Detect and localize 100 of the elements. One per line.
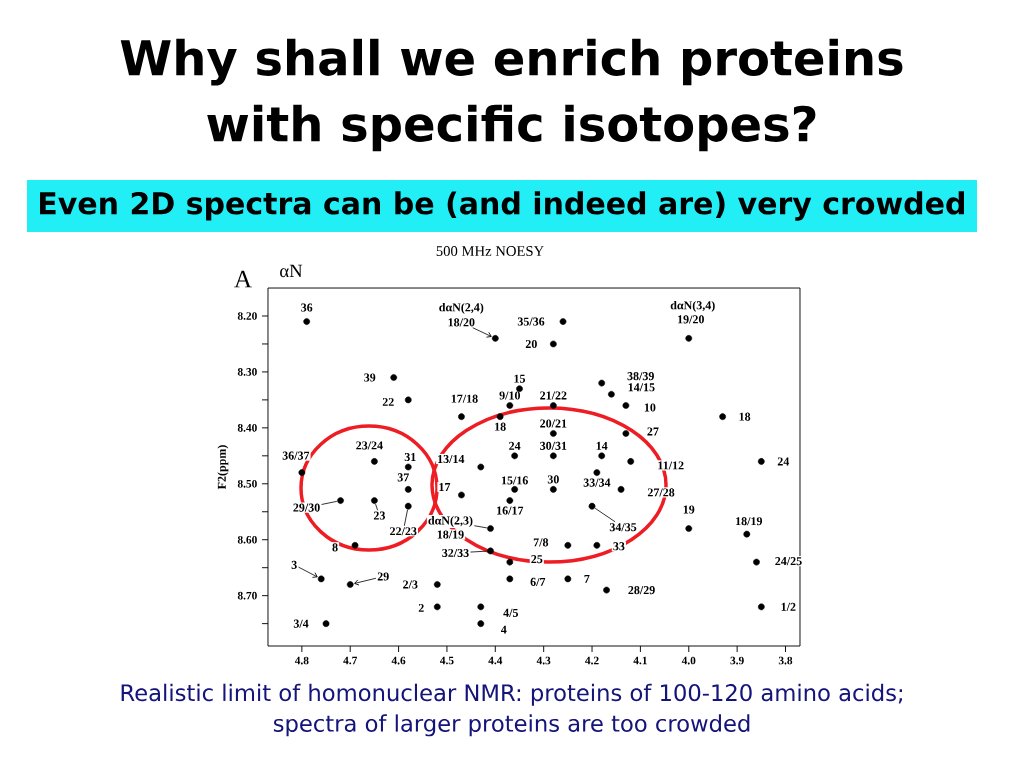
annotation: 7/8 — [533, 538, 549, 547]
annotation: 31 — [404, 452, 416, 462]
x-tick-label: 4.8 — [294, 656, 309, 665]
annotation: 16/17 — [497, 506, 524, 515]
annotation: 6/7 — [530, 577, 546, 586]
annotation: 14 — [596, 441, 608, 450]
point — [608, 390, 615, 398]
x-tick-label: 3.8 — [778, 656, 793, 665]
annotation: 9/10 — [499, 391, 521, 400]
point — [511, 452, 518, 460]
point — [719, 413, 726, 421]
point — [371, 458, 378, 465]
point — [506, 575, 514, 583]
point — [550, 340, 557, 348]
point — [477, 620, 485, 627]
point — [603, 586, 610, 594]
x-tick-label: 4.0 — [681, 656, 696, 665]
point — [685, 335, 693, 342]
point — [550, 452, 557, 460]
point — [593, 541, 601, 549]
point — [458, 413, 465, 421]
annotation: 24/25 — [775, 557, 802, 566]
annotation: 24 — [777, 457, 790, 466]
point — [511, 486, 518, 493]
annotation: 11/12 — [658, 461, 684, 470]
annotation: 10 — [644, 403, 656, 412]
point — [593, 469, 601, 476]
x-tick-label: 4.5 — [440, 656, 454, 665]
annotation: 33 — [613, 542, 625, 551]
annotation: 15 — [514, 374, 526, 383]
annotation: 17 — [439, 483, 451, 491]
annotation: 35/36 — [517, 317, 545, 326]
point — [564, 541, 572, 549]
x-tick-label: 3.9 — [730, 656, 744, 665]
point — [404, 486, 412, 493]
y-tick-label: 8.60 — [237, 535, 257, 544]
annotation: 4/5 — [503, 608, 519, 617]
x-tick-label: 4.2 — [585, 656, 599, 665]
point — [404, 502, 412, 510]
annotation: 18/20 — [448, 318, 475, 327]
point — [550, 486, 557, 493]
x-tick-label: 4.7 — [343, 656, 358, 665]
point — [598, 452, 606, 460]
annotation: 13/14 — [438, 454, 465, 464]
annotation: 29/30 — [293, 503, 320, 512]
annotation: 4 — [500, 625, 507, 634]
point — [622, 402, 630, 409]
text: αN — [280, 264, 303, 278]
point — [564, 575, 572, 583]
annotation: 20/21 — [540, 419, 567, 428]
text: Realistic limit of homonuclear NMR: proteins of 100-120 amino acids; spectra of larger proteins are too crowded — [121, 683, 902, 737]
x-tick-label: 4.1 — [633, 656, 647, 665]
annotation: 34/35 — [609, 523, 637, 532]
x-tick-label: 4.4 — [488, 656, 503, 665]
annotation: 21/22 — [540, 391, 567, 400]
point — [487, 547, 494, 555]
annotation: 36 — [301, 303, 313, 312]
annotation: 2/3 — [403, 580, 418, 589]
annotation: 19/20 — [678, 315, 704, 324]
annotation: dαN(3,4) — [670, 300, 715, 312]
point — [757, 603, 765, 611]
annotation: 8 — [332, 543, 338, 552]
annotation: 29 — [377, 572, 389, 581]
point — [491, 335, 499, 342]
annotation: dαN(2,4) — [439, 302, 484, 314]
y-axis-title: F2(ppm) — [217, 445, 229, 490]
point — [433, 603, 441, 611]
annotation: 20 — [525, 339, 537, 349]
y-tick-label: 8.70 — [237, 591, 257, 600]
point — [627, 458, 635, 465]
point — [757, 458, 765, 465]
annotation: 23 — [373, 511, 385, 520]
point — [433, 581, 441, 588]
point — [317, 575, 325, 583]
point — [477, 603, 485, 611]
point — [622, 430, 630, 437]
x-tick-label: 4.3 — [536, 656, 551, 665]
annotation: 3 — [291, 560, 297, 569]
text: A — [234, 270, 252, 288]
annotation: 18/19 — [437, 530, 464, 539]
annotation: 7 — [584, 574, 590, 583]
point — [588, 502, 596, 510]
annotation: 14/15 — [628, 383, 655, 392]
annotation: 25 — [531, 555, 543, 564]
annotation: 32/33 — [442, 548, 469, 557]
y-tick-label: 8.50 — [237, 479, 257, 488]
y-tick-label: 8.40 — [237, 424, 257, 432]
annotation: 30/31 — [540, 441, 567, 450]
point — [550, 402, 557, 409]
point — [298, 469, 306, 476]
y-tick-label: 8.20 — [237, 312, 257, 320]
point — [743, 530, 751, 538]
annotation: 23/24 — [356, 441, 383, 450]
annotation: 3/4 — [293, 619, 309, 628]
point — [404, 396, 412, 404]
point — [753, 558, 760, 566]
annotation: 1/2 — [781, 602, 796, 611]
annotation: 36/37 — [282, 451, 310, 460]
annotation: 18 — [739, 412, 751, 421]
point — [685, 525, 693, 532]
